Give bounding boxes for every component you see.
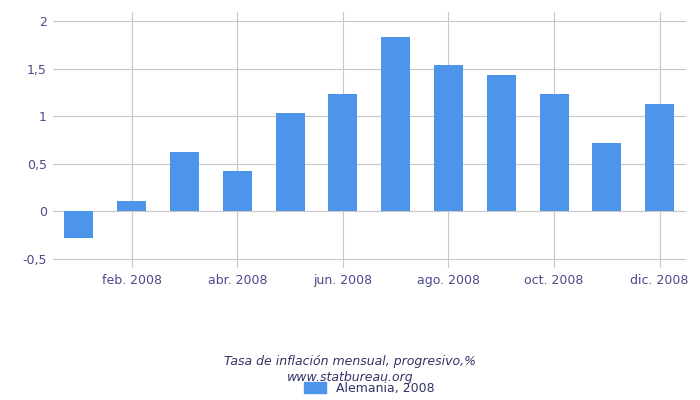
Bar <box>276 112 304 211</box>
Bar <box>434 65 463 211</box>
Bar <box>540 94 568 211</box>
Bar <box>645 104 674 211</box>
Bar <box>486 74 516 211</box>
Bar <box>592 143 622 211</box>
Text: www.statbureau.org: www.statbureau.org <box>287 372 413 384</box>
Bar <box>117 201 146 211</box>
Bar <box>223 171 252 211</box>
Bar <box>64 211 93 238</box>
Bar <box>328 94 358 211</box>
Legend: Alemania, 2008: Alemania, 2008 <box>304 382 435 395</box>
Bar <box>170 152 199 211</box>
Bar <box>381 37 410 211</box>
Text: Tasa de inflación mensual, progresivo,%: Tasa de inflación mensual, progresivo,% <box>224 356 476 368</box>
